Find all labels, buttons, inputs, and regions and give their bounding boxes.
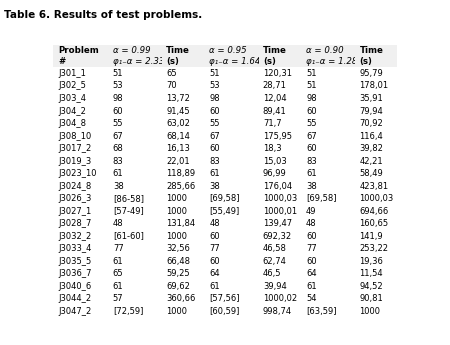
Text: Table 6. Results of test problems.: Table 6. Results of test problems. — [4, 10, 203, 20]
